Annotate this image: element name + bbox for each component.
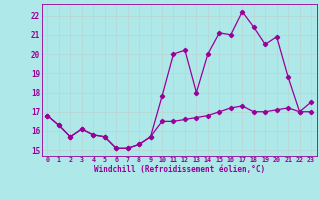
X-axis label: Windchill (Refroidissement éolien,°C): Windchill (Refroidissement éolien,°C) (94, 165, 265, 174)
